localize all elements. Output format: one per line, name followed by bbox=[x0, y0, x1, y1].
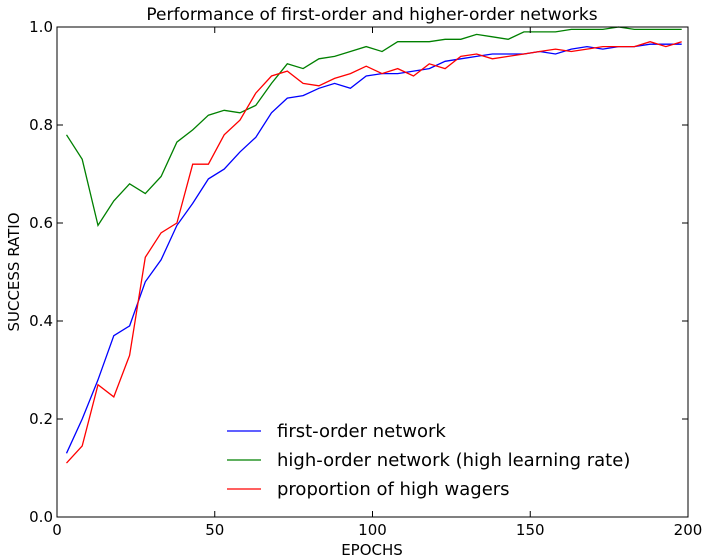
x-tick-label: 150 bbox=[516, 521, 545, 539]
x-tick-label: 50 bbox=[205, 521, 224, 539]
legend-label: high-order network (high learning rate) bbox=[277, 450, 630, 471]
y-tick-label: 0.2 bbox=[29, 410, 53, 428]
x-tick-label: 200 bbox=[674, 521, 703, 539]
series-line-2 bbox=[66, 41, 682, 464]
chart-title: Performance of first-order and higher-or… bbox=[146, 5, 597, 25]
x-tick-label: 100 bbox=[358, 521, 387, 539]
legend: first-order network high-order network (h… bbox=[227, 421, 630, 500]
y-tick-label: 0.4 bbox=[29, 312, 53, 330]
y-tick-label: 0.0 bbox=[29, 508, 53, 526]
x-axis-label: EPOCHS bbox=[341, 541, 403, 559]
y-tick-label: 0.6 bbox=[29, 214, 53, 232]
series-line-1 bbox=[65, 26, 682, 228]
series-line-0 bbox=[65, 43, 682, 454]
y-tick-label: 0.8 bbox=[29, 116, 53, 134]
x-tick-label: 0 bbox=[52, 521, 62, 539]
y-axis-label: SUCCESS RATIO bbox=[5, 212, 23, 331]
legend-label: proportion of high wagers bbox=[277, 479, 510, 500]
y-tick-label: 1.0 bbox=[29, 18, 53, 36]
legend-label: first-order network bbox=[277, 421, 446, 442]
